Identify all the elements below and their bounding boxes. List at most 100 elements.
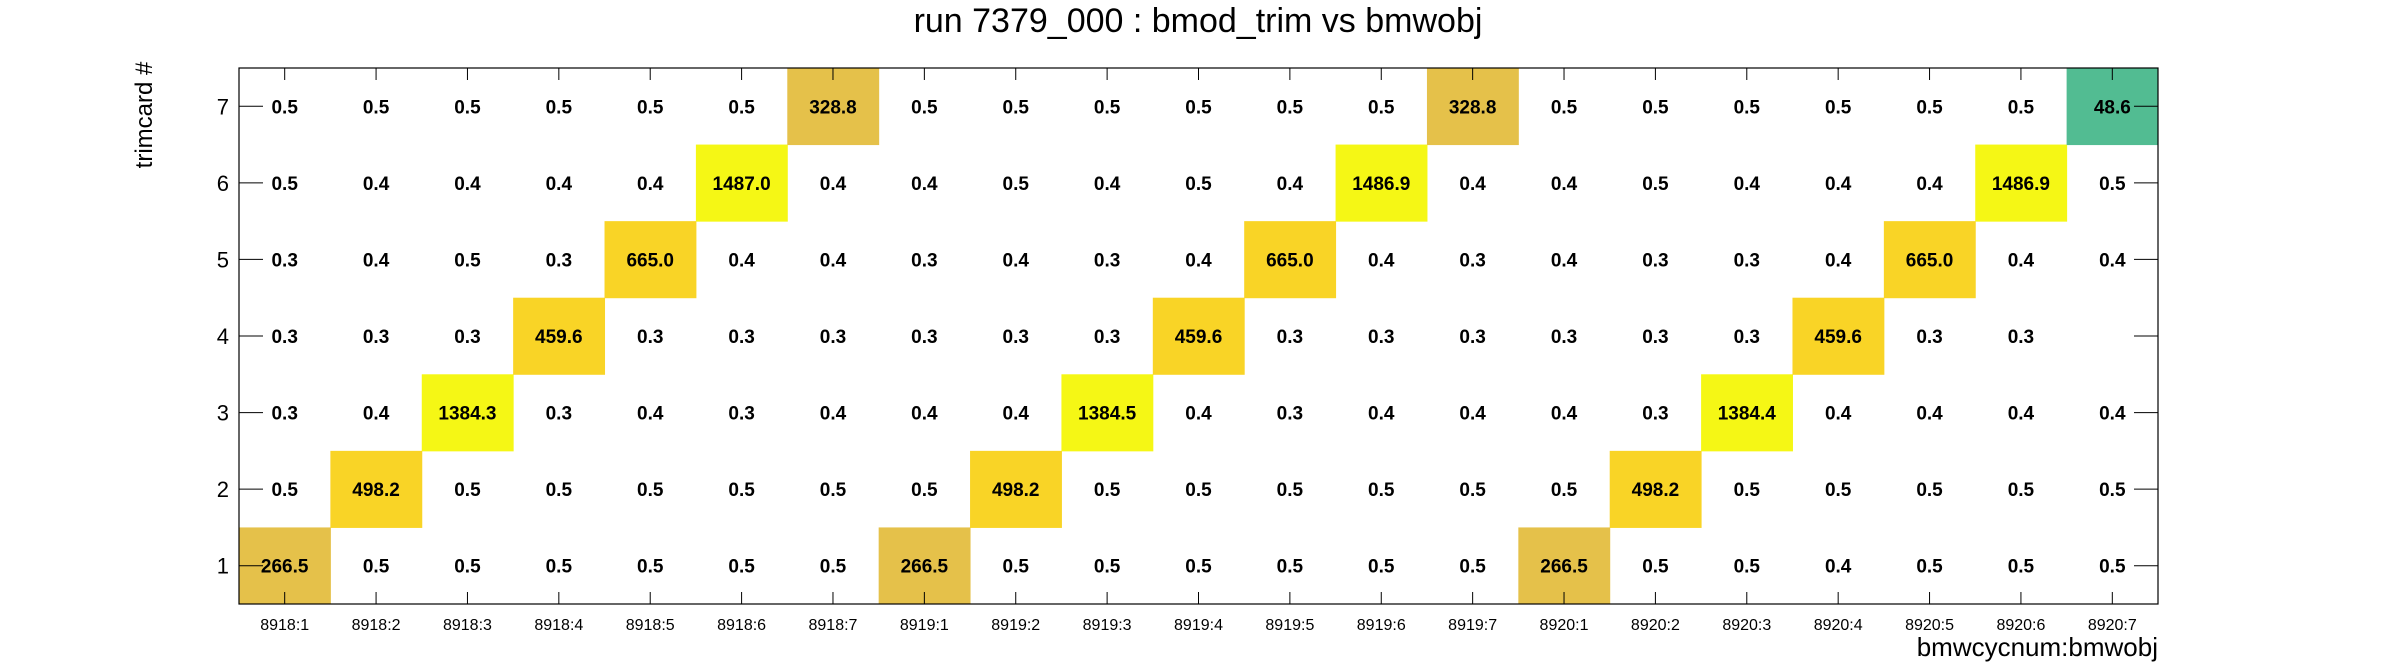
cell-value-label: 0.5 (1003, 174, 1030, 195)
cell-value-label: 0.5 (728, 480, 755, 501)
cell-value-label: 0.5 (1185, 557, 1212, 578)
x-tick-label: 8918:7 (809, 617, 858, 634)
cell-value-label: 0.3 (1094, 327, 1120, 348)
cell-value-label: 0.5 (1368, 557, 1395, 578)
cell-value-label: 0.5 (1185, 480, 1212, 501)
cell-value-label: 498.2 (992, 480, 1040, 501)
heatmap-cell (1609, 450, 1702, 528)
y-tick-label: 4 (217, 324, 229, 349)
cell-value-label: 0.5 (1459, 557, 1486, 578)
cell-value-label: 0.3 (1642, 404, 1668, 425)
cell-value-label: 459.6 (535, 327, 583, 348)
x-tick-label: 8920:3 (1722, 617, 1771, 634)
cell-value-label: 0.5 (546, 480, 573, 501)
x-tick-label: 8918:3 (443, 617, 492, 634)
heatmap-cell (604, 221, 697, 299)
cell-value-label: 0.4 (820, 250, 847, 271)
cell-value-label: 0.4 (363, 404, 390, 425)
cell-value-label: 0.5 (454, 97, 481, 118)
heatmap-cell (1792, 297, 1885, 375)
cell-value-label: 0.3 (728, 327, 754, 348)
cell-value-label: 0.4 (1551, 174, 1578, 195)
cell-value-label: 0.3 (454, 327, 480, 348)
y-tick-label: 3 (217, 401, 229, 426)
cell-value-label: 0.3 (271, 404, 297, 425)
cell-value-label: 0.5 (1094, 97, 1121, 118)
cell-value-label: 266.5 (261, 557, 309, 578)
cell-value-label: 0.4 (1916, 174, 1943, 195)
x-tick-label: 8920:2 (1631, 617, 1680, 634)
cell-value-label: 0.5 (271, 97, 298, 118)
cell-value-label: 1487.0 (713, 174, 771, 195)
cell-value-label: 0.3 (546, 404, 572, 425)
cell-value-label: 0.5 (820, 480, 847, 501)
cell-value-label: 498.2 (1632, 480, 1680, 501)
cell-value-label: 0.4 (2099, 250, 2126, 271)
x-tick-label: 8919:5 (1265, 617, 1314, 634)
heatmap-cell (1975, 144, 2068, 222)
cell-value-label: 0.5 (637, 557, 664, 578)
cell-value-label: 0.5 (1642, 174, 1669, 195)
cell-value-label: 0.4 (2099, 404, 2126, 425)
cell-value-label: 0.4 (546, 174, 573, 195)
x-tick-label: 8919:6 (1357, 617, 1406, 634)
x-tick-label: 8920:6 (1996, 617, 2045, 634)
cell-value-label: 0.4 (637, 174, 664, 195)
cell-value-label: 0.3 (1734, 327, 1760, 348)
cell-value-label: 0.5 (1277, 97, 1304, 118)
heatmap-cell (1701, 374, 1793, 452)
cell-value-label: 0.5 (1277, 557, 1304, 578)
cell-value-label: 665.0 (1906, 250, 1954, 271)
cell-value-label: 0.4 (1825, 404, 1852, 425)
y-tick-label: 6 (217, 171, 229, 196)
cell-value-label: 0.3 (820, 327, 846, 348)
cell-value-label: 1384.3 (438, 404, 496, 425)
heatmap-cell (1152, 297, 1245, 375)
cell-value-label: 0.5 (1551, 97, 1578, 118)
cell-value-label: 0.3 (1459, 327, 1485, 348)
x-tick-label: 8918:2 (352, 617, 401, 634)
cell-value-label: 0.5 (2008, 97, 2035, 118)
cell-value-label: 0.4 (1916, 404, 1943, 425)
cell-value-label: 0.5 (820, 557, 847, 578)
x-tick-label: 8920:1 (1540, 617, 1589, 634)
heatmap-cell (1883, 221, 1976, 299)
cell-value-label: 0.3 (911, 327, 937, 348)
cell-value-label: 1384.4 (1718, 404, 1777, 425)
cell-value-label: 48.6 (2094, 97, 2131, 118)
cell-value-label: 0.3 (728, 404, 754, 425)
cell-value-label: 0.4 (911, 404, 938, 425)
cell-value-label: 0.4 (1459, 174, 1486, 195)
cell-value-label: 0.5 (1642, 97, 1669, 118)
heatmap-cell (1335, 144, 1428, 222)
cell-value-label: 328.8 (1449, 97, 1497, 118)
cell-value-label: 0.5 (271, 174, 298, 195)
cell-value-label: 0.4 (2008, 250, 2035, 271)
cell-value-label: 0.4 (1734, 174, 1761, 195)
cell-value-label: 0.3 (1459, 250, 1485, 271)
heatmap-cell (1244, 221, 1337, 299)
cell-value-label: 0.3 (1003, 327, 1029, 348)
cell-value-label: 0.5 (271, 480, 298, 501)
cell-value-label: 0.4 (1003, 250, 1030, 271)
cell-value-label: 0.4 (1185, 404, 1212, 425)
x-tick-label: 8918:4 (534, 617, 583, 634)
cell-value-label: 0.4 (2008, 404, 2035, 425)
cell-value-label: 0.5 (454, 480, 481, 501)
cell-value-label: 0.4 (1459, 404, 1486, 425)
cell-value-label: 0.5 (1185, 174, 1212, 195)
cell-value-label: 459.6 (1175, 327, 1223, 348)
cell-value-label: 0.3 (2008, 327, 2034, 348)
cell-value-label: 0.5 (1551, 480, 1578, 501)
cell-value-label: 0.4 (728, 250, 755, 271)
x-tick-label: 8920:7 (2088, 617, 2137, 634)
cell-value-label: 0.5 (728, 97, 755, 118)
heatmap-cell (330, 450, 423, 528)
cell-value-label: 0.4 (1825, 557, 1852, 578)
cell-value-label: 1486.9 (1992, 174, 2050, 195)
heatmap-cell (787, 68, 880, 146)
cell-value-label: 0.3 (363, 327, 389, 348)
cell-value-label: 0.4 (1551, 404, 1578, 425)
